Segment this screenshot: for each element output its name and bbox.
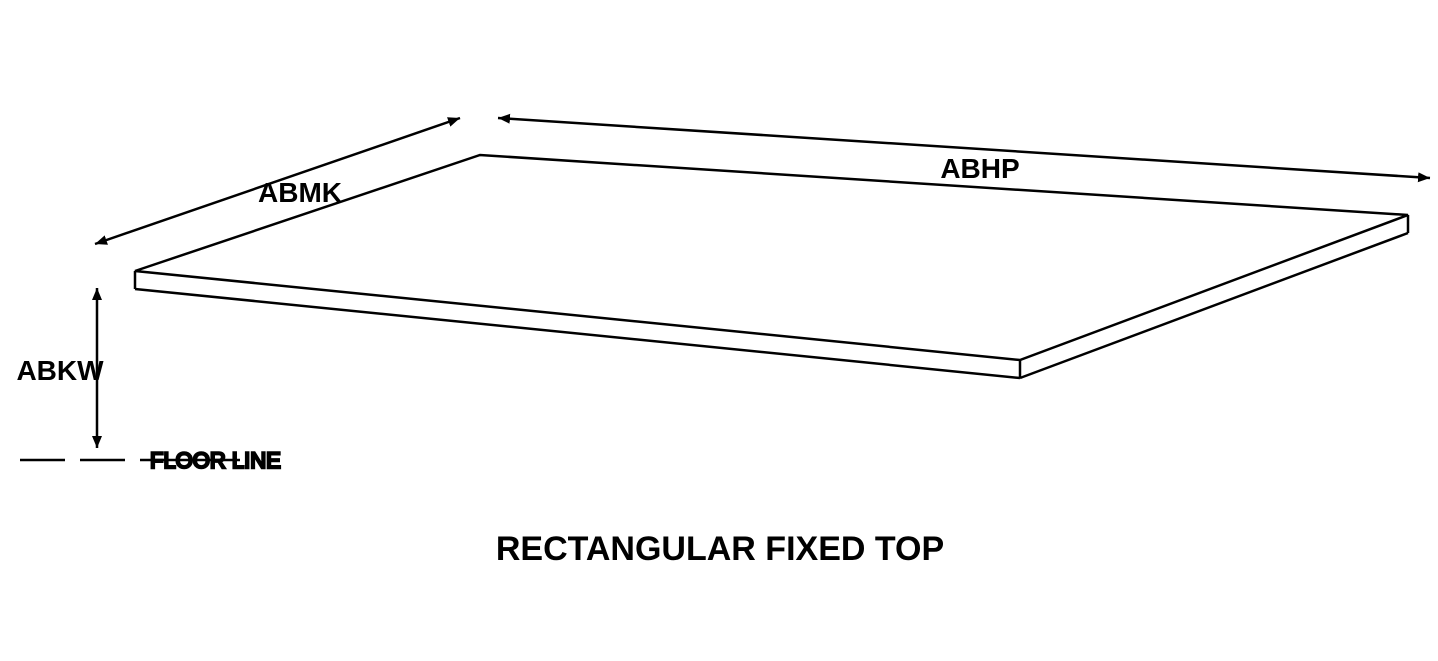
label-abmk: ABMK xyxy=(258,177,342,208)
label-floor: FLOOR LINE xyxy=(150,448,281,473)
diagram-canvas: ABMK ABHP ABKW FLOOR LINE RECTANGULAR FI… xyxy=(0,0,1438,656)
label-abkw: ABKW xyxy=(16,355,104,386)
diagram-title: RECTANGULAR FIXED TOP xyxy=(496,530,944,568)
label-abhp: ABHP xyxy=(940,153,1019,184)
floor-line: FLOOR LINE xyxy=(20,448,281,473)
dimension-abkw: ABKW xyxy=(16,288,104,448)
